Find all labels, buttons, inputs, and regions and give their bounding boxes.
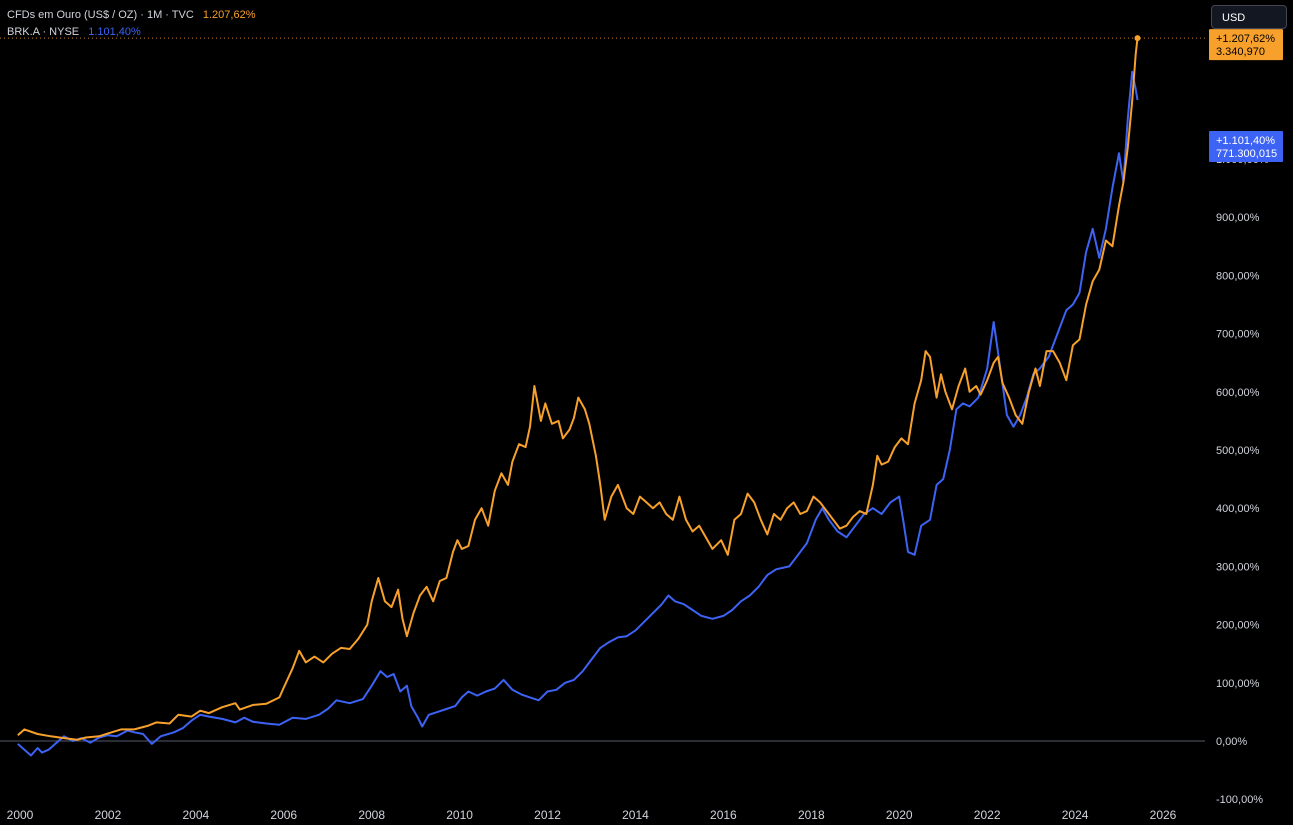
price-tag-gold-price: 3.340,970 xyxy=(1216,46,1265,58)
y-tick-label: 600,00% xyxy=(1216,387,1260,399)
y-tick-label: 0,00% xyxy=(1216,736,1247,748)
x-tick-label: 2026 xyxy=(1150,808,1177,822)
price-tag-brk-pct: +1.101,40% xyxy=(1216,135,1275,147)
price-tag-gold: +1.207,62%3.340,970 xyxy=(1209,29,1283,61)
price-tag-gold-pct: +1.207,62% xyxy=(1216,33,1275,45)
x-tick-label: 2014 xyxy=(622,808,649,822)
currency-button[interactable]: USD xyxy=(1211,5,1287,29)
x-tick-label: 2020 xyxy=(886,808,913,822)
y-tick-label: 500,00% xyxy=(1216,445,1260,457)
y-tick-label: -100,00% xyxy=(1216,794,1263,806)
legend-gold-label: CFDs em Ouro (US$ / OZ) · 1M · TVC xyxy=(7,9,194,21)
x-tick-label: 2022 xyxy=(974,808,1001,822)
x-tick-label: 2002 xyxy=(95,808,122,822)
legend-brk-label: BRK.A · NYSE xyxy=(7,26,80,38)
x-tick-label: 2012 xyxy=(534,808,561,822)
y-tick-label: 400,00% xyxy=(1216,503,1260,515)
series-line-brk[interactable] xyxy=(17,70,1139,757)
legend-brk-value: 1.101,40% xyxy=(88,26,141,38)
x-tick-label: 2024 xyxy=(1062,808,1089,822)
y-tick-label: 800,00% xyxy=(1216,270,1260,282)
price-tag-brk: +1.101,40%771.300,015 xyxy=(1209,130,1283,162)
y-tick-label: 300,00% xyxy=(1216,561,1260,573)
legend-gold-value: 1.207,62% xyxy=(202,9,256,21)
series-line-gold[interactable] xyxy=(17,38,1139,741)
x-tick-label: 2000 xyxy=(7,808,34,822)
legend-brk[interactable]: BRK.A · NYSE 1.101,40% xyxy=(7,26,141,38)
y-tick-label: 700,00% xyxy=(1216,329,1260,341)
x-tick-label: 2008 xyxy=(358,808,385,822)
x-tick-label: 2018 xyxy=(798,808,825,822)
y-tick-label: 100,00% xyxy=(1216,678,1260,690)
x-tick-label: 2010 xyxy=(446,808,473,822)
x-tick-label: 2004 xyxy=(182,808,209,822)
y-tick-label: 200,00% xyxy=(1216,620,1260,632)
legend-gold[interactable]: CFDs em Ouro (US$ / OZ) · 1M · TVC 1.207… xyxy=(7,9,255,21)
x-tick-label: 2016 xyxy=(710,808,737,822)
series-end-marker-gold xyxy=(1134,35,1141,42)
x-tick-label: 2006 xyxy=(270,808,297,822)
y-tick-label: 900,00% xyxy=(1216,212,1260,224)
price-tag-brk-price: 771.300,015 xyxy=(1216,148,1277,160)
